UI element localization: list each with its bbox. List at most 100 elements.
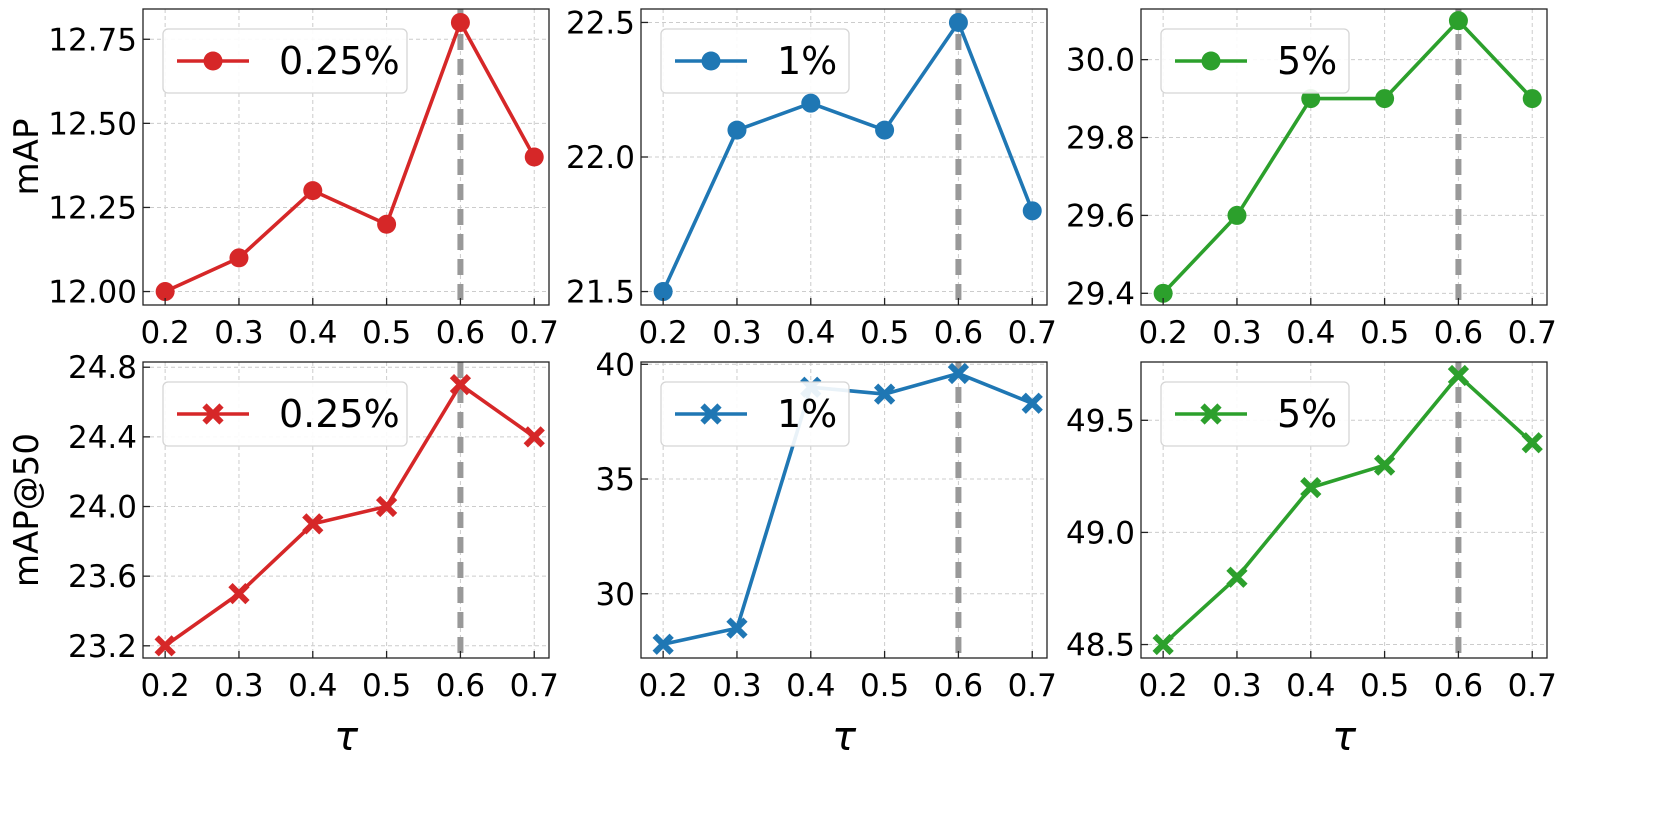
x-tick-label: 0.4 bbox=[1286, 668, 1335, 704]
chart-map-1pct: 0.2 0.3 0.4 0.5 0.6 0.7 21.5 22.0 22.5 1% bbox=[566, 5, 1057, 351]
data-point bbox=[1226, 566, 1248, 588]
y-tick-label: 49.0 bbox=[1066, 515, 1135, 551]
legend-marker bbox=[203, 51, 223, 71]
y-tick-label: 22.5 bbox=[566, 5, 635, 41]
data-point bbox=[375, 495, 398, 518]
series-line bbox=[164, 20, 536, 294]
series-line bbox=[1161, 373, 1534, 646]
data-point bbox=[1448, 11, 1468, 31]
legend-marker bbox=[701, 51, 721, 71]
data-point bbox=[801, 93, 821, 113]
y-tick-label: 30 bbox=[596, 577, 635, 613]
data-point bbox=[948, 12, 968, 32]
series-line bbox=[164, 382, 536, 648]
x-tick-label: 0.7 bbox=[510, 315, 559, 351]
legend-label: 5% bbox=[1277, 39, 1337, 83]
chart-map-0-25pct: 0.2 0.3 0.4 0.5 0.6 0.7 12.00 12.25 12.50 12.75 mA… bbox=[7, 8, 559, 351]
data-point bbox=[1373, 454, 1396, 476]
data-point bbox=[1521, 432, 1543, 454]
x-tick-label: 0.2 bbox=[638, 668, 687, 704]
legend-marker bbox=[1201, 51, 1221, 71]
y-tick-label: 40 bbox=[596, 347, 635, 383]
data-point bbox=[1300, 476, 1322, 499]
x-tick-label: 0.3 bbox=[1212, 668, 1261, 704]
data-point bbox=[1522, 89, 1542, 109]
x-tick-label: 0.4 bbox=[288, 668, 337, 704]
y-tick-label: 24.0 bbox=[68, 490, 137, 526]
series-line bbox=[661, 20, 1034, 293]
x-tick-label: 0.3 bbox=[214, 315, 263, 351]
x-tick-label: 0.2 bbox=[140, 315, 189, 351]
x-tick-label: 0.6 bbox=[1434, 315, 1483, 351]
y-tick-label: 48.5 bbox=[1066, 628, 1135, 664]
x-tick-label: 0.7 bbox=[510, 668, 559, 704]
x-tick-label: 0.4 bbox=[288, 315, 337, 351]
series-line bbox=[1161, 18, 1534, 295]
legend-marker bbox=[1200, 403, 1222, 425]
plot-area bbox=[1140, 8, 1548, 306]
x-tick-label: 0.5 bbox=[362, 668, 411, 704]
data-point bbox=[873, 383, 896, 405]
data-point bbox=[450, 12, 470, 32]
x-axis-label: τ bbox=[1332, 714, 1357, 760]
y-tick-label: 23.2 bbox=[68, 629, 137, 665]
y-tick-label: 29.6 bbox=[1066, 198, 1135, 234]
data-point bbox=[1375, 89, 1395, 109]
legend: 0.25% bbox=[162, 381, 408, 447]
x-tick-label: 0.7 bbox=[1008, 668, 1057, 704]
x-tick-label: 0.2 bbox=[1138, 315, 1187, 351]
legend-label: 1% bbox=[777, 392, 837, 436]
x-tick-label: 0.4 bbox=[786, 668, 835, 704]
y-tick-label: 12.75 bbox=[48, 22, 137, 58]
data-point bbox=[1022, 201, 1042, 221]
legend-box bbox=[660, 28, 850, 94]
data-point bbox=[228, 582, 250, 605]
x-tick-label: 0.6 bbox=[436, 315, 485, 351]
x-tick-label: 0.3 bbox=[1212, 315, 1261, 351]
y-tick-label: 29.8 bbox=[1066, 121, 1135, 157]
data-point bbox=[1152, 633, 1174, 656]
data-point bbox=[302, 513, 324, 535]
y-tick-label: 22.0 bbox=[566, 140, 635, 176]
plot-area bbox=[1140, 361, 1548, 659]
y-tick-label: 30.0 bbox=[1066, 43, 1135, 79]
x-tick-label: 0.6 bbox=[934, 668, 983, 704]
x-tick-label: 0.3 bbox=[712, 668, 761, 704]
chart-map-5pct: 0.2 0.3 0.4 0.5 0.6 0.7 29.4 29.6 29.8 30.0 5% bbox=[1066, 8, 1557, 351]
data-point bbox=[1227, 205, 1247, 225]
legend: 1% bbox=[660, 381, 850, 447]
legend: 5% bbox=[1160, 28, 1350, 94]
y-tick-label: 24.4 bbox=[68, 420, 137, 456]
y-axis-label: mAP bbox=[7, 119, 47, 196]
legend-marker bbox=[700, 403, 722, 425]
data-point bbox=[653, 282, 673, 302]
x-tick-label: 0.3 bbox=[712, 315, 761, 351]
data-point bbox=[154, 635, 176, 657]
legend: 1% bbox=[660, 28, 850, 94]
y-tick-label: 12.50 bbox=[48, 106, 137, 142]
data-point bbox=[727, 120, 747, 140]
x-axis-label: τ bbox=[334, 714, 359, 760]
data-point bbox=[1153, 283, 1173, 303]
legend-box bbox=[660, 381, 850, 447]
x-tick-label: 0.5 bbox=[362, 315, 411, 351]
x-tick-label: 0.5 bbox=[1360, 668, 1409, 704]
legend-label: 0.25% bbox=[279, 39, 400, 83]
x-tick-label: 0.2 bbox=[140, 668, 189, 704]
legend-label: 5% bbox=[1277, 392, 1337, 436]
x-tick-label: 0.4 bbox=[1286, 315, 1335, 351]
chart-map50-1pct: 0.2 0.3 0.4 0.5 0.6 0.7 30 35 40 τ 1% bbox=[596, 347, 1057, 760]
x-tick-label: 0.2 bbox=[638, 315, 687, 351]
chart-map50-0-25pct: 0.2 0.3 0.4 0.5 0.6 0.7 23.2 23.6 24.0 24.4 24.8 mA… bbox=[7, 350, 559, 760]
x-tick-label: 0.2 bbox=[1138, 668, 1187, 704]
plot-area bbox=[142, 8, 550, 306]
y-tick-label: 12.00 bbox=[48, 275, 137, 311]
x-tick-label: 0.5 bbox=[1360, 315, 1409, 351]
data-point bbox=[449, 374, 472, 396]
x-tick-label: 0.5 bbox=[860, 668, 909, 704]
y-tick-label: 23.6 bbox=[68, 559, 137, 595]
y-tick-label: 35 bbox=[596, 462, 635, 498]
data-point bbox=[875, 120, 895, 140]
y-tick-label: 49.5 bbox=[1066, 403, 1135, 439]
data-point bbox=[303, 181, 323, 201]
